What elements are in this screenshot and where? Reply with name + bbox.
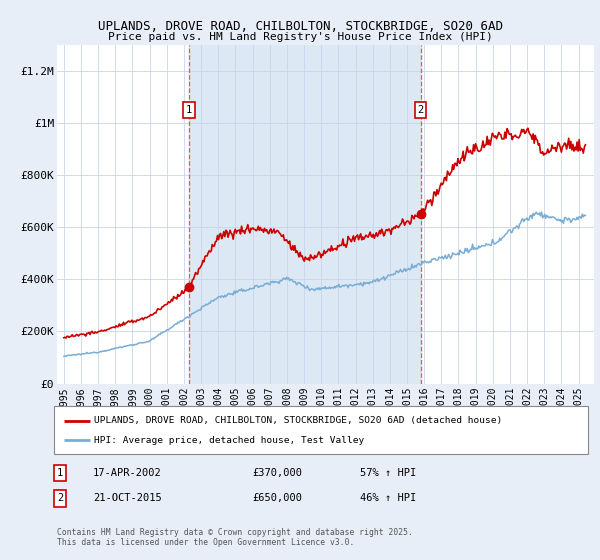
Text: £650,000: £650,000 <box>252 493 302 503</box>
Text: 2: 2 <box>57 493 63 503</box>
Text: HPI: Average price, detached house, Test Valley: HPI: Average price, detached house, Test… <box>94 436 364 445</box>
Text: 2: 2 <box>418 105 424 115</box>
Text: 46% ↑ HPI: 46% ↑ HPI <box>360 493 416 503</box>
Text: 1: 1 <box>186 105 192 115</box>
Text: Price paid vs. HM Land Registry's House Price Index (HPI): Price paid vs. HM Land Registry's House … <box>107 32 493 43</box>
Text: 17-APR-2002: 17-APR-2002 <box>93 468 162 478</box>
Text: UPLANDS, DROVE ROAD, CHILBOLTON, STOCKBRIDGE, SO20 6AD (detached house): UPLANDS, DROVE ROAD, CHILBOLTON, STOCKBR… <box>94 416 502 425</box>
Bar <box>189 45 421 384</box>
Text: UPLANDS, DROVE ROAD, CHILBOLTON, STOCKBRIDGE, SO20 6AD: UPLANDS, DROVE ROAD, CHILBOLTON, STOCKBR… <box>97 20 503 32</box>
Text: 57% ↑ HPI: 57% ↑ HPI <box>360 468 416 478</box>
Text: Contains HM Land Registry data © Crown copyright and database right 2025.
This d: Contains HM Land Registry data © Crown c… <box>57 528 413 547</box>
Text: 1: 1 <box>57 468 63 478</box>
Text: 21-OCT-2015: 21-OCT-2015 <box>93 493 162 503</box>
Text: £370,000: £370,000 <box>252 468 302 478</box>
